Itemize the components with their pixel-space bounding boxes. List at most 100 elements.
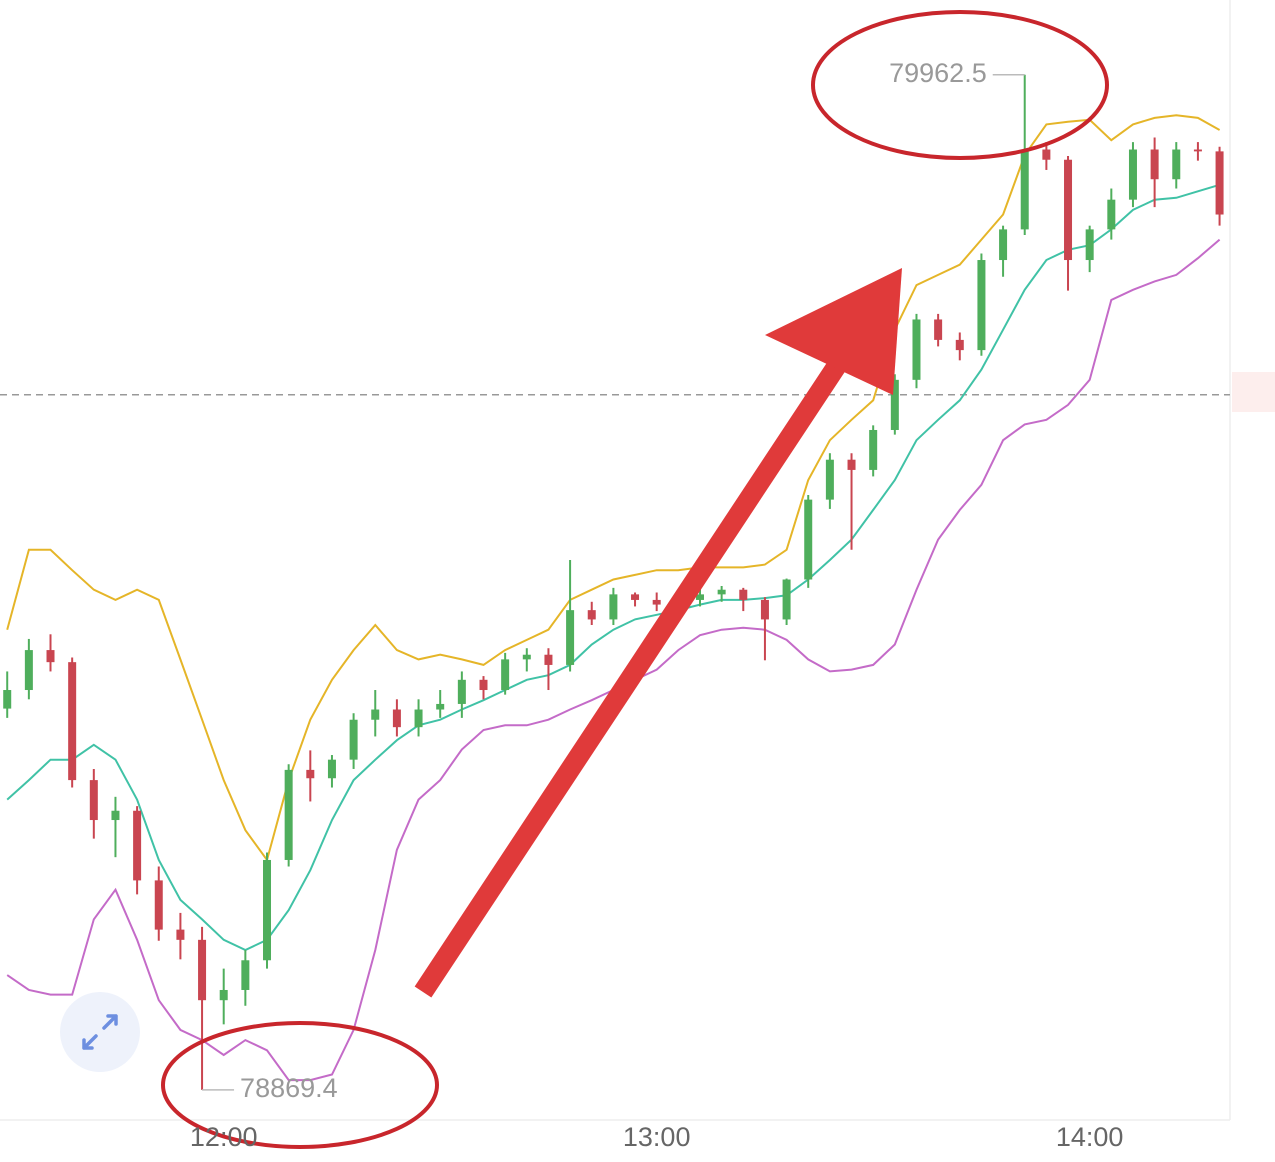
candle [479,676,488,700]
expand-button-bg[interactable] [60,992,140,1072]
candle-body [652,599,661,605]
candle [544,648,553,691]
candle [68,657,77,788]
candle-body [999,229,1008,261]
candle [1085,225,1094,273]
candle [349,713,358,769]
candle-body [154,880,163,930]
candle [825,453,834,509]
candle-body [1150,149,1159,180]
plot-area [0,74,1230,1090]
candle-body [587,610,596,620]
candle [176,912,185,960]
candle-body [1085,229,1094,261]
candle-body [522,654,531,660]
candle-body [1215,151,1224,215]
candle [46,634,55,672]
candle [522,648,531,672]
candle-body [133,810,142,881]
candle-body [263,859,272,961]
x-tick-label: 12:00 [190,1122,258,1152]
candle-body [479,679,488,691]
candle [436,690,445,718]
candle-body [501,659,510,691]
candle [154,866,163,941]
candle [3,671,12,718]
candle-body [1172,149,1181,180]
candle-body [89,780,98,821]
candle-body [1064,159,1073,261]
candle [327,755,336,788]
candle-body [241,960,250,990]
candle [219,968,228,1025]
x-tick-label: 14:00 [1056,1122,1124,1152]
candle-body [327,759,336,779]
candle [89,768,98,839]
candle-body [219,989,228,1001]
candle [371,690,380,737]
candle [999,225,1008,277]
candle [457,671,466,718]
candle [955,332,964,361]
low-label: 78869.4 [240,1073,338,1103]
candle [284,764,293,867]
candle [760,597,769,661]
candle-body [1107,199,1116,230]
candle-body [24,650,33,691]
candle-body [1042,149,1051,160]
candle-body [717,589,726,595]
price-tag [1232,372,1275,412]
candle [1172,142,1181,189]
candle-body [847,459,856,470]
candle-body [349,719,358,760]
expand-button[interactable] [60,992,140,1072]
candle [133,806,142,895]
candle [782,578,791,626]
candle-body [68,662,77,781]
candle [847,453,856,550]
candle-body [176,929,185,940]
candle [198,926,207,1090]
candle [609,587,618,626]
candle-body [869,429,878,470]
band-line [6,238,1221,1082]
candle-body [392,709,401,728]
candle-body [912,319,921,380]
candle [1193,142,1202,161]
candle-body [760,599,769,620]
candle-body [46,650,55,663]
candle [977,253,986,356]
candle [306,750,315,802]
candle [804,494,813,588]
candle [652,592,661,612]
candle [392,699,401,737]
candle [869,425,878,477]
candle-body [1128,149,1137,200]
candle-body [457,679,466,704]
expand-icon[interactable] [82,1014,118,1050]
candle [934,313,943,347]
candle [241,950,250,1006]
candle-body [955,339,964,351]
candle [739,587,748,612]
candle-body [544,654,553,665]
candle [912,313,921,389]
candle-body [609,594,618,620]
candle [1042,142,1051,170]
candle [414,699,423,737]
candle-body [3,690,12,709]
high-label: 79962.5 [889,58,987,88]
candle-body [934,319,943,340]
candle [1107,188,1116,240]
candle-body [284,769,293,860]
candle-body [739,589,748,600]
candle-body [804,499,813,580]
candle-body [306,769,315,779]
candle [1215,146,1224,226]
candle [890,374,899,435]
candle-body [631,594,640,600]
candle-body [825,459,834,500]
candle-body [371,709,380,720]
